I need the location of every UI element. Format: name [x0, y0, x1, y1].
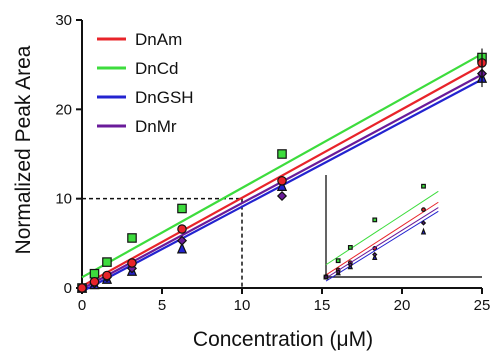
y-tick-label: 30: [55, 12, 72, 29]
point-dncd: [277, 149, 287, 159]
inset-fit-dncd: [325, 190, 439, 266]
fit-line-dncd: [81, 52, 483, 279]
reference-dashed-lines: [82, 197, 243, 288]
point-dnam: [77, 283, 87, 293]
axes: 0 5 10 15 20 25 0 10 20 30: [55, 12, 490, 314]
inset-fit-dnam: [325, 201, 439, 276]
point-dnmr: [176, 235, 188, 246]
inset-point-dncd: [372, 217, 378, 223]
data-points: [76, 48, 488, 294]
x-tick-label: 0: [78, 297, 86, 314]
point-dnam: [277, 176, 287, 186]
point-dncd: [89, 268, 100, 279]
x-tick-label: 10: [234, 297, 251, 314]
inset-point-dnmr: [335, 269, 341, 275]
x-axis-title: Concentration (μM): [193, 328, 373, 351]
point-dncd: [177, 203, 187, 214]
inset-fit-dngsh: [325, 210, 439, 282]
point-dnam: [177, 224, 187, 234]
legend-label-dngsh: DnGSH: [135, 88, 194, 107]
x-tick-label: 5: [158, 297, 166, 314]
y-tick-label: 10: [55, 191, 72, 208]
inset-point-dngsh: [420, 227, 427, 235]
inset-point-dnmr: [347, 262, 353, 268]
point-dnmr: [276, 190, 288, 202]
y-tick-label: 0: [64, 280, 72, 297]
inset-point-dnam: [421, 207, 426, 213]
y-axis-title: Normalized Peak Area: [12, 45, 35, 254]
point-dncd: [102, 257, 112, 267]
x-tick-label: 20: [394, 297, 411, 314]
legend-label-dnmr: DnMr: [135, 117, 177, 136]
y-tick-label: 20: [55, 101, 72, 118]
point-dncd: [127, 233, 137, 243]
fit-line-dnam: [81, 64, 483, 288]
inset-fit-dnmr: [325, 207, 439, 279]
point-dnmr: [126, 263, 138, 274]
point-dngsh: [176, 242, 188, 254]
point-dnam: [102, 270, 112, 281]
legend: DnAm DnCd DnGSH DnMr: [97, 30, 194, 136]
legend-label-dncd: DnCd: [135, 59, 178, 78]
inset-point-dncd: [421, 183, 426, 189]
point-dngsh: [276, 179, 288, 191]
point-dnam: [127, 258, 137, 268]
inset-plot: [323, 175, 482, 282]
inset-point-dncd: [335, 258, 341, 264]
inset-point-dnmr: [372, 251, 378, 258]
legend-label-dnam: DnAm: [135, 30, 182, 49]
x-tick-label: 15: [314, 297, 331, 314]
inset-point-dncd: [347, 245, 353, 250]
point-dnam: [89, 276, 100, 287]
x-tick-label: 25: [474, 297, 491, 314]
inset-point-dnmr: [323, 274, 329, 280]
inset-point-dnmr: [420, 220, 427, 226]
